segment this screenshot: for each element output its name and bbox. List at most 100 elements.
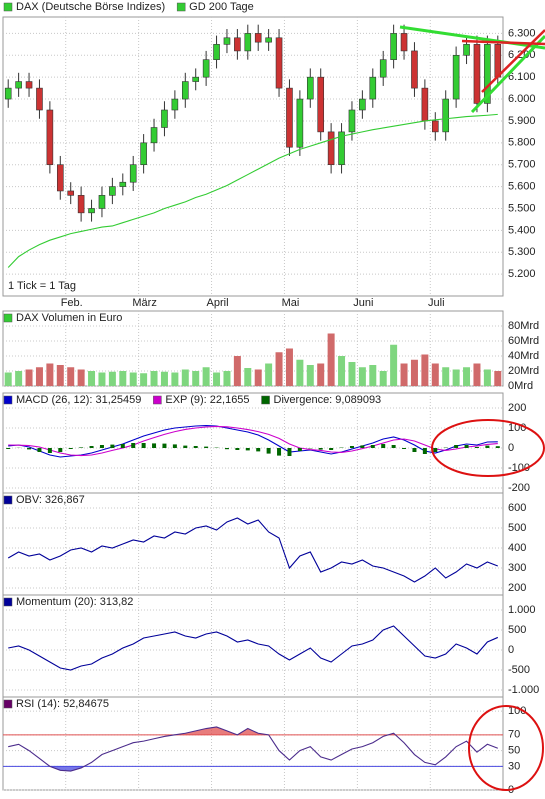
y-tick-label: 30: [508, 760, 520, 772]
candle-body: [181, 81, 189, 100]
line: [8, 625, 499, 671]
legend-label: DAX (Deutsche Börse Indizes): [16, 1, 165, 13]
candle-body: [484, 44, 491, 104]
legend-swatch: [3, 699, 13, 709]
bar: [254, 369, 262, 386]
candle-body: [348, 109, 356, 133]
bar: [433, 448, 438, 452]
candle-body: [473, 44, 481, 104]
bar: [202, 367, 210, 386]
bar: [131, 443, 136, 448]
panel: [2, 696, 504, 791]
candle-body: [359, 98, 366, 111]
y-tick-label: -100: [508, 462, 530, 474]
bar: [287, 448, 292, 456]
bar: [37, 448, 42, 452]
bar: [35, 367, 43, 386]
highlight-ellipse: [468, 705, 544, 791]
bar: [370, 445, 375, 448]
bar: [162, 443, 167, 448]
y-tick-label: 5.500: [508, 202, 536, 214]
candle-body: [327, 131, 335, 166]
legend-swatch: [261, 395, 270, 405]
line: [7, 113, 498, 268]
bar: [110, 444, 115, 448]
bar: [422, 448, 427, 454]
legend-swatch: [3, 313, 13, 323]
bar: [329, 448, 334, 450]
candle-body: [390, 33, 397, 60]
bar: [27, 448, 32, 450]
y-tick-label: 6.100: [508, 71, 536, 83]
y-tick-label: 60Mrd: [508, 335, 539, 347]
candle-body: [150, 127, 158, 144]
legend-label: EXP (9): 22,1655: [165, 394, 249, 406]
bar: [213, 372, 221, 386]
x-tick-label: Mai: [282, 297, 300, 309]
candle-body: [400, 33, 408, 52]
bar: [297, 448, 302, 451]
trend-line: [481, 29, 545, 93]
candle-body: [119, 181, 127, 187]
bar: [256, 448, 261, 452]
y-tick-label: 40Mrd: [508, 350, 539, 362]
line: [8, 425, 498, 457]
bar: [79, 447, 84, 448]
bar: [204, 446, 209, 448]
candle-body: [463, 44, 470, 56]
bar: [235, 448, 240, 450]
bar: [150, 371, 158, 386]
bar: [223, 371, 231, 386]
candle-body: [140, 142, 147, 166]
candle-body: [161, 109, 168, 128]
candle-body: [317, 76, 325, 133]
bar: [47, 448, 52, 453]
candle-body: [88, 208, 95, 214]
y-tick-label: 5.600: [508, 180, 536, 192]
bar: [140, 373, 148, 386]
bar: [77, 369, 85, 386]
bar: [348, 362, 356, 386]
annotations: [399, 25, 545, 791]
bar: [275, 352, 283, 386]
bar: [358, 367, 366, 386]
bar: [193, 446, 198, 448]
candle-body: [421, 87, 429, 122]
bar: [485, 445, 490, 448]
bar: [349, 446, 354, 448]
bar: [265, 363, 273, 386]
x-tick-label: Feb.: [61, 297, 83, 309]
bar: [474, 447, 479, 448]
y-tick-label: 5.800: [508, 137, 536, 149]
y-tick-label: 200: [508, 402, 526, 414]
legend-label: OBV: 326,867: [16, 494, 85, 506]
trend-line: [399, 25, 545, 50]
y-tick-label: 500: [508, 522, 526, 534]
panel: [2, 16, 504, 297]
candle-body: [244, 33, 252, 52]
legend-label: RSI (14): 52,84675: [16, 698, 109, 710]
bar: [369, 365, 377, 386]
bar: [99, 445, 104, 448]
bar: [318, 448, 323, 450]
y-tick-label: 300: [508, 562, 526, 574]
candle-body: [46, 109, 54, 166]
x-tick-label: März: [132, 297, 156, 309]
candle-body: [223, 37, 231, 45]
y-tick-label: 5.200: [508, 268, 536, 280]
x-tick-label: April: [207, 297, 229, 309]
candle-body: [306, 76, 314, 100]
bar: [108, 371, 116, 386]
y-tick-label: 0Mrd: [508, 380, 533, 392]
y-tick-label: 70: [508, 729, 520, 741]
legend-swatch: [3, 395, 13, 405]
bar: [410, 359, 418, 386]
candle-body: [442, 98, 450, 133]
bar: [68, 448, 73, 449]
candle-body: [265, 37, 272, 43]
y-tick-label: -200: [508, 482, 530, 494]
bar: [402, 448, 407, 449]
candle-body: [411, 50, 418, 89]
bar: [431, 363, 439, 386]
